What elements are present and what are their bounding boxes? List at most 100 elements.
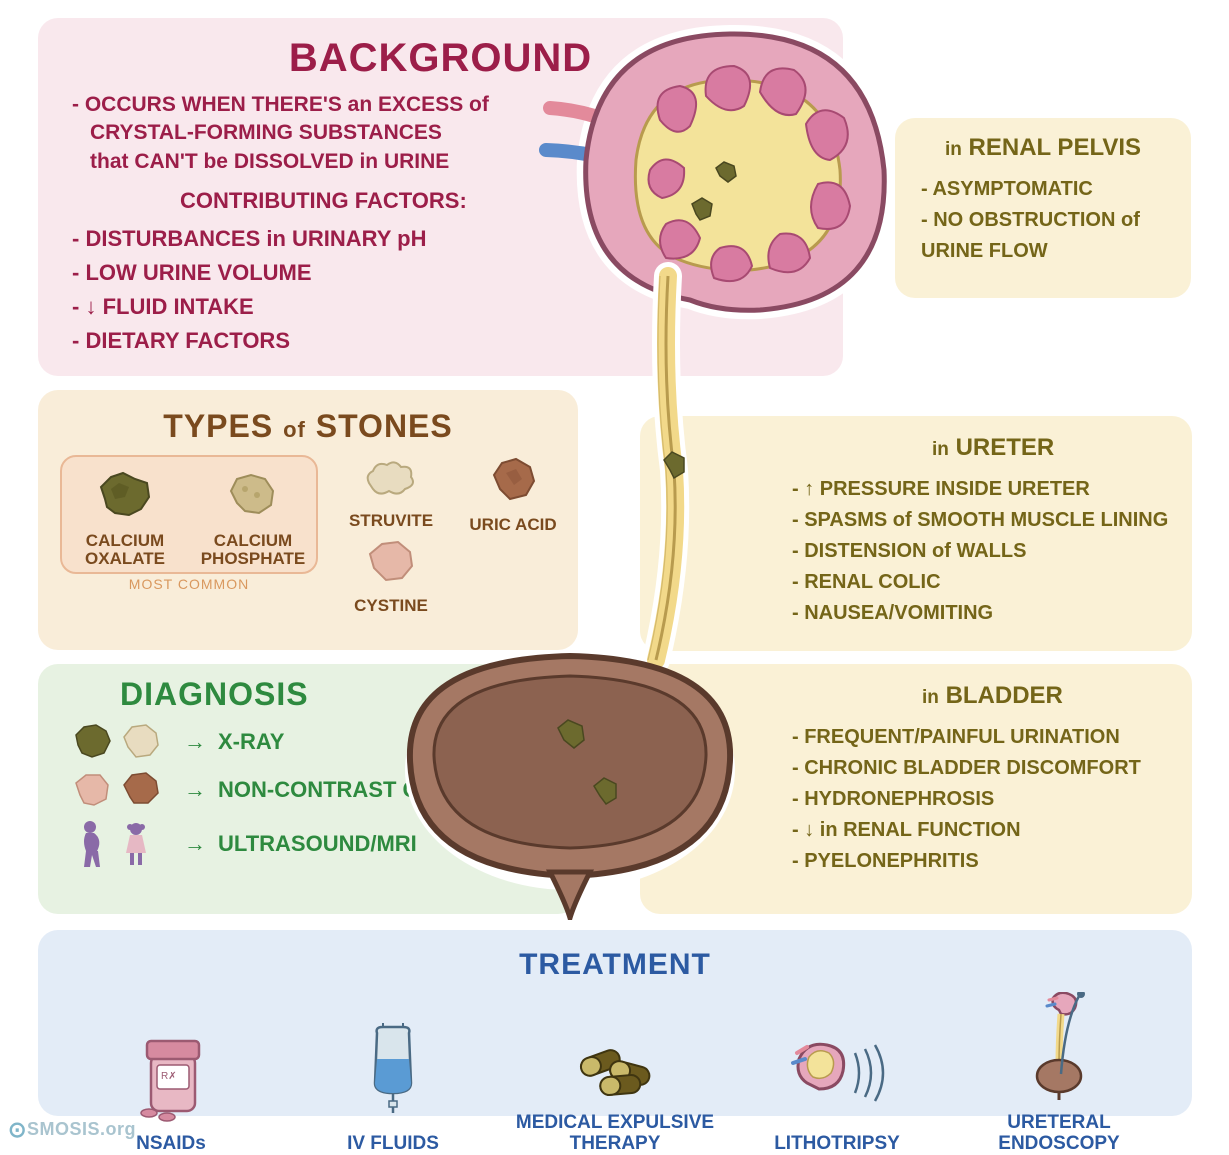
pelvis-item: NO OBSTRUCTION of URINE FLOW [921,205,1171,267]
xray-stone-dark-icon [72,723,114,761]
svg-text:R✗: R✗ [161,1071,177,1082]
treatment-met: MEDICAL EXPULSIVE THERAPY [515,1032,715,1155]
ureter-title-small: in [932,439,949,460]
treatment-label: IV FLUIDS [293,1134,493,1155]
arrow-icon: → [184,831,206,857]
ct-icons [72,771,172,809]
types-title-mid: of [283,417,306,442]
factor-item: DISTURBANCES in URINARY pH [72,222,821,256]
ct-stone-pink-icon [72,771,114,809]
ureter-title: in URETER [932,434,1170,462]
capsules-icon [560,1032,670,1102]
calcium-phosphate-icon [223,469,283,521]
lithotripsy-icon [777,1033,897,1123]
types-panel: TYPES of STONES CALCIUM OXALATE [38,390,578,650]
watermark-text: SMOSIS.org [27,1119,136,1139]
pill-bottle-icon: R✗ [131,1033,211,1123]
arrow-icon: → [184,777,206,803]
ct-stone-brown-icon [120,771,162,809]
pelvis-item: ASYMPTOMATIC [921,174,1171,205]
stone-struvite: STRUVITE [336,455,446,530]
arrow-icon: → [184,729,206,755]
treatment-row: R✗ NSAIDs IV FLUIDS MEDICA [60,992,1170,1155]
stones-row: CALCIUM OXALATE CALCIUM PHOSPHATE MOST C… [60,455,556,615]
bladder-item: PYELONEPHRITIS [792,846,1170,877]
endoscopy-icon [1009,992,1109,1102]
ureter-item: NAUSEA/VOMITING [792,598,1170,629]
bladder-panel: in BLADDER FREQUENT/PAINFUL URINATION CH… [640,664,1192,914]
bladder-list: FREQUENT/PAINFUL URINATION CHRONIC BLADD… [792,722,1170,877]
diagnosis-row-us: → ULTRASOUND/MRI [72,819,556,869]
stone-calcium-oxalate: CALCIUM OXALATE [72,469,178,568]
pelvis-title-main: RENAL PELVIS [969,134,1141,161]
ureter-title-main: URETER [956,434,1055,461]
bladder-item: ↓ in RENAL FUNCTION [792,815,1170,846]
diagnosis-title: DIAGNOSIS [120,676,556,713]
bladder-item: HYDRONEPHROSIS [792,784,1170,815]
treatment-label: MEDICAL EXPULSIVE THERAPY [515,1113,715,1155]
ureter-panel: in URETER ↑ PRESSURE INSIDE URETER SPASM… [640,416,1192,651]
xray-stone-tan-icon [120,723,162,761]
ureter-item: DISTENSION of WALLS [792,536,1170,567]
ureter-item: ↑ PRESSURE INSIDE URETER [792,474,1170,505]
pelvis-title: in RENAL PELVIS [915,134,1171,162]
iv-bag-icon [353,1023,433,1123]
treatment-iv: IV FLUIDS [293,1023,493,1155]
watermark-logo-icon: ⊙ [8,1117,27,1142]
contributing-factors-list: DISTURBANCES in URINARY pH LOW URINE VOL… [60,222,821,358]
stone-label: CALCIUM PHOSPHATE [200,532,306,568]
us-icons [72,819,172,869]
bg-def-line3: that CAN'T be DISSOLVED in URINE [90,148,821,176]
most-common-label: MOST COMMON [60,576,318,592]
struvite-icon [359,455,423,501]
other-stones-col2: URIC ACID [458,455,568,534]
stone-cystine: CYSTINE [336,536,446,615]
factor-item: ↓ FLUID INTAKE [72,290,821,324]
background-title: BACKGROUND [60,36,821,81]
treatment-label: URETERAL ENDOSCOPY [959,1113,1159,1155]
types-title-pre: TYPES [163,408,273,444]
renal-pelvis-panel: in RENAL PELVIS ASYMPTOMATIC NO OBSTRUCT… [895,118,1191,298]
xray-icons [72,723,172,761]
bg-def-line1: - OCCURS WHEN THERE'S an EXCESS of [72,91,821,119]
ureter-item: RENAL COLIC [792,567,1170,598]
stone-uric-acid: URIC ACID [458,455,568,534]
contributing-factors-title: CONTRIBUTING FACTORS: [180,188,821,214]
diagnosis-label: X-RAY [218,729,284,755]
background-definition: - OCCURS WHEN THERE'S an EXCESS of CRYST… [72,91,821,176]
ureter-item: SPASMS of SMOOTH MUSCLE LINING [792,505,1170,536]
treatment-title: TREATMENT [60,948,1170,982]
ureter-list: ↑ PRESSURE INSIDE URETER SPASMS of SMOOT… [792,474,1170,629]
bladder-item: CHRONIC BLADDER DISCOMFORT [792,753,1170,784]
background-panel: BACKGROUND - OCCURS WHEN THERE'S an EXCE… [38,18,843,376]
diagnosis-row-xray: → X-RAY [72,723,556,761]
diagnosis-panel: DIAGNOSIS → X-RAY → NON-CONTRAST CT [38,664,578,914]
stone-label: CYSTINE [336,597,446,615]
stone-label: STRUVITE [336,512,446,530]
treatment-endo: URETERAL ENDOSCOPY [959,992,1159,1155]
bladder-title-main: BLADDER [946,682,1063,709]
calcium-oxalate-icon [95,469,155,521]
stone-label: CALCIUM OXALATE [72,532,178,568]
cystine-icon [362,536,420,586]
common-stones-group: CALCIUM OXALATE CALCIUM PHOSPHATE MOST C… [60,455,318,592]
child-figure-icon [120,819,154,869]
pelvis-list: ASYMPTOMATIC NO OBSTRUCTION of URINE FLO… [921,174,1171,267]
bladder-title-small: in [922,687,939,708]
factor-item: LOW URINE VOLUME [72,256,821,290]
types-title: TYPES of STONES [60,408,556,445]
pregnant-figure-icon [72,819,114,869]
factor-item: DIETARY FACTORS [72,324,821,358]
bladder-item: FREQUENT/PAINFUL URINATION [792,722,1170,753]
bg-def-line2: CRYSTAL-FORMING SUBSTANCES [90,119,821,147]
pelvis-title-small: in [945,139,962,160]
other-stones-col1: STRUVITE CYSTINE [336,455,446,615]
watermark: ⊙SMOSIS.org [8,1117,136,1143]
stone-calcium-phosphate: CALCIUM PHOSPHATE [200,469,306,568]
treatment-label: LITHOTRIPSY [737,1134,937,1155]
treatment-panel: TREATMENT R✗ NSAIDs IV FLUIDS [38,930,1192,1116]
bladder-title: in BLADDER [922,682,1170,710]
common-stones-box: CALCIUM OXALATE CALCIUM PHOSPHATE [60,455,318,574]
uric-acid-icon [486,455,540,505]
diagnosis-label: NON-CONTRAST CT [218,777,432,803]
